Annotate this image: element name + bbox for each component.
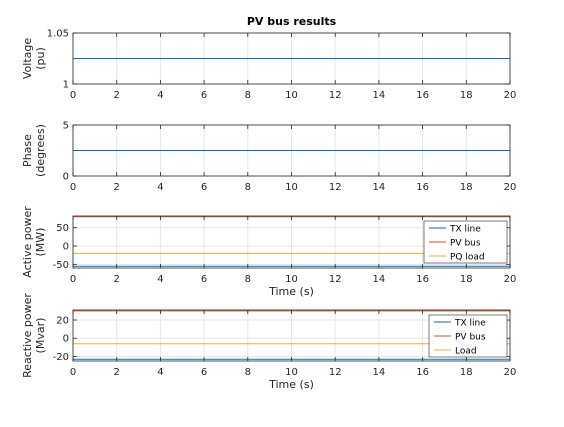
x-tick-label: 4	[157, 274, 163, 285]
y-tick-label: 50	[56, 223, 69, 234]
x-tick-label: 10	[285, 182, 298, 193]
x-tick-label: 8	[245, 274, 251, 285]
x-tick-label: 12	[329, 182, 342, 193]
chart-title: PV bus results	[247, 15, 337, 28]
y-axis-label: Active power	[21, 206, 34, 278]
y-axis-label: Phase	[21, 134, 34, 167]
x-tick-label: 20	[504, 367, 517, 378]
x-tick-label: 8	[245, 90, 251, 101]
x-tick-label: 20	[504, 182, 517, 193]
x-tick-label: 16	[416, 90, 429, 101]
x-tick-label: 4	[157, 367, 163, 378]
legend: TX line PV bus Load	[428, 314, 508, 358]
subplot-2: 0 2 4 6 8 10 12 14 16 18 20 0 5 Phase (degrees)	[21, 121, 516, 194]
legend: TX line PV bus PQ load	[423, 220, 508, 264]
x-tick-label: 2	[114, 182, 120, 193]
x-tick-label: 18	[460, 182, 473, 193]
legend-label: Load	[455, 347, 477, 357]
x-tick-label: 6	[201, 182, 207, 193]
y-axis-label: Reactive power	[21, 293, 34, 378]
x-tick-label: 14	[373, 90, 386, 101]
x-tick-label: 0	[70, 367, 76, 378]
x-axis-label: Time (s)	[268, 378, 314, 391]
legend-label: PV bus	[455, 333, 486, 343]
y-tick-label: -20	[53, 352, 69, 363]
x-tick-label: 0	[70, 274, 76, 285]
x-tick-label: 12	[329, 90, 342, 101]
x-tick-label: 20	[504, 274, 517, 285]
x-tick-label: 18	[460, 367, 473, 378]
y-axis-label: (Mvar)	[34, 318, 47, 354]
y-tick-label: 1	[63, 80, 69, 91]
x-tick-label: 14	[373, 367, 386, 378]
y-tick-label: 0	[63, 334, 69, 345]
y-tick-label: 20	[56, 316, 69, 327]
x-tick-label: 0	[70, 182, 76, 193]
y-tick-label: 0	[63, 242, 69, 253]
x-tick-label: 14	[373, 182, 386, 193]
legend-label: PV bus	[450, 239, 481, 249]
y-axis-label: (MW)	[34, 228, 47, 257]
x-tick-label: 6	[201, 367, 207, 378]
x-tick-label: 8	[245, 367, 251, 378]
subplot-1: 0 2 4 6 8 10 12 14 16 18 20 1 1.05 PV bus results Volt…	[21, 15, 516, 101]
x-tick-label: 16	[416, 274, 429, 285]
x-tick-label: 6	[201, 90, 207, 101]
x-tick-label: 10	[285, 367, 298, 378]
legend-label: TX line	[454, 319, 486, 329]
x-tick-label: 18	[460, 274, 473, 285]
legend-label: TX line	[449, 225, 481, 235]
x-tick-label: 10	[285, 90, 298, 101]
y-axis-label: (degrees)	[34, 124, 47, 177]
legend-label: PQ load	[450, 253, 485, 263]
x-tick-label: 16	[416, 182, 429, 193]
x-tick-label: 16	[416, 367, 429, 378]
y-tick-label: -50	[53, 260, 69, 271]
y-tick-label: 5	[63, 121, 69, 132]
x-tick-label: 10	[285, 274, 298, 285]
x-axis-label: Time (s)	[268, 285, 314, 298]
x-tick-label: 6	[201, 274, 207, 285]
x-tick-label: 20	[504, 90, 517, 101]
x-tick-label: 14	[373, 274, 386, 285]
y-axis-label: (pu)	[34, 47, 47, 70]
x-tick-label: 12	[329, 367, 342, 378]
x-tick-label: 18	[460, 90, 473, 101]
x-tick-label: 2	[114, 90, 120, 101]
x-tick-label: 4	[157, 182, 163, 193]
x-tick-label: 0	[70, 90, 76, 101]
x-tick-label: 8	[245, 182, 251, 193]
x-tick-label: 12	[329, 274, 342, 285]
x-tick-label: 2	[114, 274, 120, 285]
y-tick-label: 1.05	[47, 29, 69, 40]
x-tick-label: 2	[114, 367, 120, 378]
y-tick-label: 0	[63, 172, 69, 183]
x-tick-label: 4	[157, 90, 163, 101]
y-axis-label: Voltage	[21, 38, 34, 79]
